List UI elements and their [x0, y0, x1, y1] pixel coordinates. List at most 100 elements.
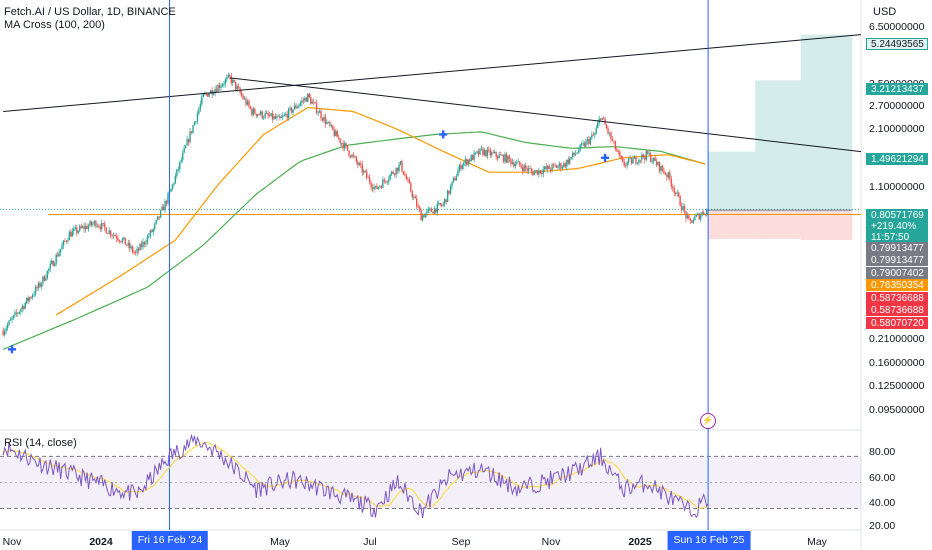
- price-tag-support[interactable]: 0.76350354: [866, 279, 928, 291]
- candle-body: [162, 206, 165, 211]
- candle-body: [74, 227, 76, 229]
- price-tick: 1.10000000: [869, 181, 925, 193]
- candle-body: [664, 173, 667, 175]
- candle-body: [586, 139, 589, 142]
- candle-body: [293, 105, 296, 110]
- candle-body: [109, 230, 112, 236]
- candle-body: [230, 76, 232, 83]
- price-tag-entry[interactable]: 0.79913477: [866, 254, 928, 266]
- candle-body: [111, 235, 113, 237]
- candle-body: [627, 158, 630, 163]
- candle-body: [312, 101, 315, 103]
- candle-body: [420, 210, 422, 221]
- candle-body: [601, 118, 603, 120]
- candle-body: [315, 103, 318, 113]
- candle-body: [413, 196, 415, 198]
- candle-body: [542, 169, 544, 174]
- candle-body: [498, 154, 500, 159]
- candle-body: [286, 113, 288, 118]
- symbol-title[interactable]: Fetch.AI / US Dollar, 1D, BINANCE: [4, 6, 176, 18]
- candle-body: [62, 240, 65, 246]
- candle-body: [142, 241, 144, 248]
- ma-cross-legend[interactable]: MA Cross (100, 200): [4, 19, 105, 31]
- price-tick: 2.70000000: [869, 100, 925, 112]
- candle-body: [134, 252, 137, 254]
- candle-body: [644, 157, 646, 160]
- candle-body: [53, 263, 56, 266]
- price-tag-stop[interactable]: 0.58736688: [866, 292, 928, 304]
- candle-body: [679, 196, 681, 206]
- currency-label[interactable]: USD: [873, 6, 897, 18]
- candle-body: [365, 171, 368, 178]
- candle-body: [463, 162, 465, 166]
- candle-body: [212, 93, 215, 95]
- candle-body: [585, 141, 587, 147]
- candle-body: [99, 226, 101, 230]
- candle-body: [207, 94, 209, 97]
- candle-body: [654, 157, 656, 161]
- candle-body: [502, 155, 505, 162]
- candle-body: [229, 74, 231, 77]
- candle-body: [80, 226, 82, 228]
- candle-body: [473, 152, 475, 160]
- candle-body: [448, 190, 450, 194]
- candle-body: [426, 210, 428, 214]
- candle-body: [524, 165, 527, 169]
- candle-body: [220, 86, 222, 88]
- candle-body: [648, 153, 650, 155]
- candle-body: [152, 228, 154, 233]
- candle-body: [661, 165, 664, 171]
- candle-body: [701, 212, 703, 216]
- candle-body: [283, 114, 285, 116]
- candle-body: [663, 170, 665, 174]
- candle-body: [379, 186, 381, 188]
- candle-body: [482, 148, 484, 156]
- candle-body: [71, 231, 74, 237]
- candle-body: [561, 167, 564, 169]
- candle-body: [494, 151, 496, 153]
- candle-body: [26, 297, 28, 303]
- candle-body: [624, 165, 627, 167]
- candle-body: [68, 232, 71, 241]
- candle-body: [123, 237, 125, 239]
- price-tag-entry[interactable]: 0.79913477: [866, 242, 928, 254]
- candle-body: [549, 169, 552, 171]
- candle-body: [564, 163, 567, 167]
- candle-body: [270, 113, 272, 117]
- candle-body: [165, 201, 168, 204]
- candle-body: [335, 130, 337, 136]
- candle-body: [446, 190, 449, 202]
- candle-body: [292, 109, 294, 113]
- candle-body: [702, 212, 705, 215]
- candle-body: [73, 228, 75, 232]
- candle-body: [704, 214, 706, 216]
- candle-body: [517, 161, 519, 163]
- candle-body: [510, 158, 512, 164]
- price-tag-target-1[interactable]: 1.49621294: [866, 153, 928, 165]
- candle-body: [23, 306, 25, 309]
- candle-body: [49, 263, 51, 269]
- candle-body: [527, 168, 530, 171]
- candle-body: [190, 131, 193, 133]
- candle-body: [180, 159, 182, 162]
- price-tag-stop[interactable]: 0.58070720: [866, 317, 928, 329]
- price-tag-target-3[interactable]: 5.24493565: [866, 38, 928, 50]
- candle-body: [486, 149, 489, 157]
- candle-body: [159, 210, 162, 218]
- candle-body: [610, 132, 612, 139]
- rsi-legend[interactable]: RSI (14, close): [4, 437, 77, 449]
- candle-body: [140, 243, 143, 248]
- candle-body: [248, 101, 250, 107]
- lightning-event-icon[interactable]: ⚡: [700, 413, 716, 429]
- candle-body: [363, 170, 365, 173]
- candle-body: [451, 181, 453, 187]
- candle-body: [154, 223, 156, 229]
- candle-body: [675, 192, 677, 194]
- price-tag-entry[interactable]: 0.79007402: [866, 267, 928, 279]
- price-tag-stop[interactable]: 0.58736688: [866, 304, 928, 316]
- candle-body: [56, 254, 59, 257]
- price-tag-target-2[interactable]: 3.21213437: [866, 83, 928, 95]
- candle-body: [6, 324, 9, 329]
- candle-body: [189, 131, 191, 143]
